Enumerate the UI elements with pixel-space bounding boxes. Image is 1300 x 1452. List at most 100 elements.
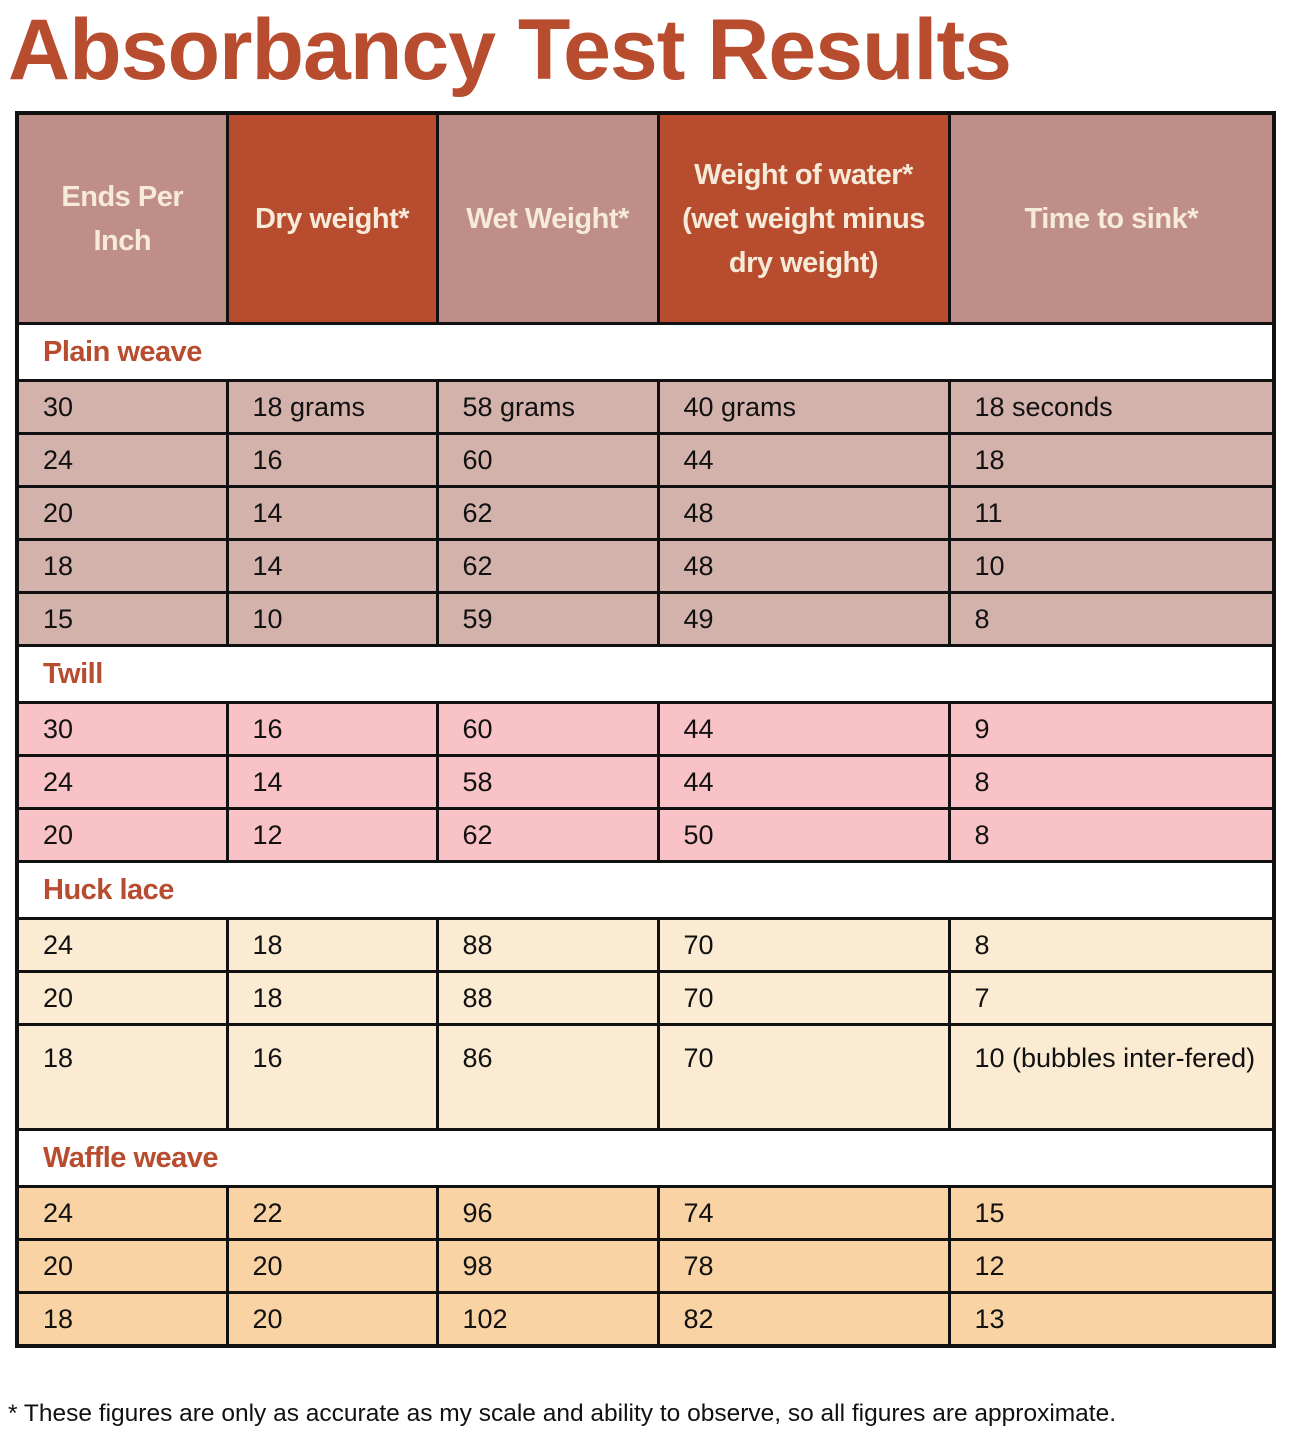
table-row: 24 18 88 70 8 bbox=[15, 917, 1276, 973]
cell-ends-per-inch: 18 bbox=[15, 1291, 229, 1348]
table-row: 30 18 grams 58 grams 40 grams 18 seconds bbox=[15, 379, 1276, 435]
table-row: 20 12 62 50 8 bbox=[15, 807, 1276, 863]
cell-dry-weight: 14 bbox=[225, 485, 439, 541]
column-header-dry-weight: Dry weight* bbox=[225, 111, 439, 325]
table-row: 24 16 60 44 18 bbox=[15, 432, 1276, 488]
cell-dry-weight: 22 bbox=[225, 1185, 439, 1241]
cell-weight-of-water: 49 bbox=[656, 591, 951, 647]
cell-ends-per-inch: 18 bbox=[15, 538, 229, 594]
cell-dry-weight: 14 bbox=[225, 538, 439, 594]
cell-time-to-sink: 18 bbox=[947, 432, 1276, 488]
cell-time-to-sink: 8 bbox=[947, 917, 1276, 973]
cell-ends-per-inch: 18 bbox=[15, 1023, 229, 1131]
section-label: Twill bbox=[15, 644, 1276, 704]
table-row: 24 22 96 74 15 bbox=[15, 1185, 1276, 1241]
column-header-time-to-sink: Time to sink* bbox=[947, 111, 1276, 325]
section-label: Waffle weave bbox=[15, 1128, 1276, 1188]
section-header-row: Plain weave bbox=[15, 322, 1276, 382]
cell-wet-weight: 62 bbox=[435, 807, 660, 863]
cell-dry-weight: 14 bbox=[225, 754, 439, 810]
cell-wet-weight: 88 bbox=[435, 970, 660, 1026]
table-row: 30 16 60 44 9 bbox=[15, 701, 1276, 757]
section-header-row: Waffle weave bbox=[15, 1128, 1276, 1188]
cell-ends-per-inch: 15 bbox=[15, 591, 229, 647]
cell-weight-of-water: 70 bbox=[656, 917, 951, 973]
cell-wet-weight: 60 bbox=[435, 432, 660, 488]
cell-dry-weight: 18 grams bbox=[225, 379, 439, 435]
footnote: * These figures are only as accurate as … bbox=[8, 1400, 1117, 1427]
table-row: 20 14 62 48 11 bbox=[15, 485, 1276, 541]
cell-wet-weight: 58 grams bbox=[435, 379, 660, 435]
cell-weight-of-water: 70 bbox=[656, 970, 951, 1026]
table-row: 15 10 59 49 8 bbox=[15, 591, 1276, 647]
cell-time-to-sink: 10 (bubbles inter-fered) bbox=[947, 1023, 1276, 1131]
cell-ends-per-inch: 30 bbox=[15, 379, 229, 435]
header-row: Ends Per Inch Dry weight* Wet Weight* Weigh… bbox=[15, 111, 1276, 325]
cell-dry-weight: 16 bbox=[225, 701, 439, 757]
cell-dry-weight: 16 bbox=[225, 1023, 439, 1131]
cell-weight-of-water: 82 bbox=[656, 1291, 951, 1348]
cell-weight-of-water: 44 bbox=[656, 432, 951, 488]
cell-wet-weight: 86 bbox=[435, 1023, 660, 1131]
cell-dry-weight: 10 bbox=[225, 591, 439, 647]
section-header-row: Twill bbox=[15, 644, 1276, 704]
cell-wet-weight: 62 bbox=[435, 538, 660, 594]
table-row: 24 14 58 44 8 bbox=[15, 754, 1276, 810]
cell-ends-per-inch: 24 bbox=[15, 432, 229, 488]
cell-dry-weight: 18 bbox=[225, 917, 439, 973]
cell-time-to-sink: 11 bbox=[947, 485, 1276, 541]
column-header-wet-weight: Wet Weight* bbox=[435, 111, 660, 325]
cell-ends-per-inch: 20 bbox=[15, 970, 229, 1026]
cell-ends-per-inch: 24 bbox=[15, 917, 229, 973]
column-header-weight-of-water: Weight of water* (wet weight minus dry w… bbox=[656, 111, 951, 325]
cell-dry-weight: 20 bbox=[225, 1291, 439, 1348]
cell-weight-of-water: 48 bbox=[656, 485, 951, 541]
table-row: 18 14 62 48 10 bbox=[15, 538, 1276, 594]
cell-time-to-sink: 10 bbox=[947, 538, 1276, 594]
cell-dry-weight: 18 bbox=[225, 970, 439, 1026]
cell-weight-of-water: 48 bbox=[656, 538, 951, 594]
cell-time-to-sink: 8 bbox=[947, 754, 1276, 810]
cell-time-to-sink: 8 bbox=[947, 591, 1276, 647]
cell-wet-weight: 102 bbox=[435, 1291, 660, 1348]
cell-weight-of-water: 74 bbox=[656, 1185, 951, 1241]
cell-time-to-sink: 8 bbox=[947, 807, 1276, 863]
table-row: 18 16 86 70 10 (bubbles inter-fered) bbox=[15, 1023, 1276, 1131]
cell-wet-weight: 96 bbox=[435, 1185, 660, 1241]
cell-weight-of-water: 44 bbox=[656, 701, 951, 757]
cell-time-to-sink: 18 seconds bbox=[947, 379, 1276, 435]
table-row: 20 18 88 70 7 bbox=[15, 970, 1276, 1026]
cell-weight-of-water: 70 bbox=[656, 1023, 951, 1131]
cell-dry-weight: 12 bbox=[225, 807, 439, 863]
section-label: Huck lace bbox=[15, 860, 1276, 920]
cell-time-to-sink: 13 bbox=[947, 1291, 1276, 1348]
cell-ends-per-inch: 24 bbox=[15, 1185, 229, 1241]
cell-ends-per-inch: 20 bbox=[15, 807, 229, 863]
table-row: 20 20 98 78 12 bbox=[15, 1238, 1276, 1294]
column-header-ends-per-inch: Ends Per Inch bbox=[15, 111, 229, 325]
cell-weight-of-water: 44 bbox=[656, 754, 951, 810]
cell-time-to-sink: 15 bbox=[947, 1185, 1276, 1241]
cell-weight-of-water: 40 grams bbox=[656, 379, 951, 435]
table-row: 18 20 102 82 13 bbox=[15, 1291, 1276, 1348]
cell-wet-weight: 58 bbox=[435, 754, 660, 810]
cell-dry-weight: 20 bbox=[225, 1238, 439, 1294]
cell-ends-per-inch: 30 bbox=[15, 701, 229, 757]
cell-time-to-sink: 12 bbox=[947, 1238, 1276, 1294]
cell-wet-weight: 88 bbox=[435, 917, 660, 973]
page-title: Absorbancy Test Results bbox=[8, 2, 1012, 98]
cell-time-to-sink: 9 bbox=[947, 701, 1276, 757]
section-header-row: Huck lace bbox=[15, 860, 1276, 920]
cell-wet-weight: 59 bbox=[435, 591, 660, 647]
cell-wet-weight: 62 bbox=[435, 485, 660, 541]
cell-wet-weight: 60 bbox=[435, 701, 660, 757]
cell-ends-per-inch: 24 bbox=[15, 754, 229, 810]
cell-weight-of-water: 78 bbox=[656, 1238, 951, 1294]
cell-time-to-sink: 7 bbox=[947, 970, 1276, 1026]
cell-dry-weight: 16 bbox=[225, 432, 439, 488]
cell-weight-of-water: 50 bbox=[656, 807, 951, 863]
absorbancy-table: Ends Per Inch Dry weight* Wet Weight* Weigh… bbox=[15, 111, 1276, 1348]
cell-wet-weight: 98 bbox=[435, 1238, 660, 1294]
cell-ends-per-inch: 20 bbox=[15, 485, 229, 541]
section-label: Plain weave bbox=[15, 322, 1276, 382]
